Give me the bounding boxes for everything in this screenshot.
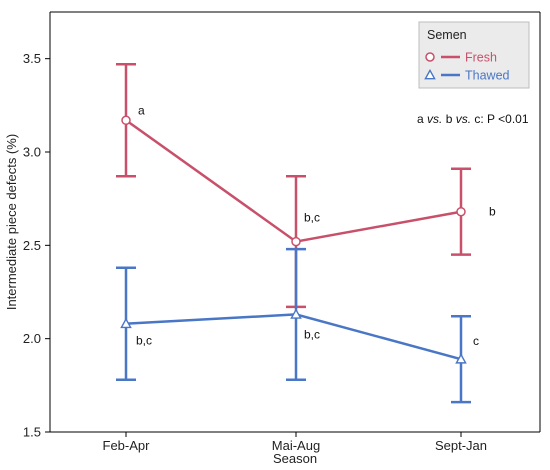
x-axis-label: Season (273, 451, 317, 466)
legend-title: Semen (427, 28, 467, 42)
y-tick-label: 2.5 (23, 238, 41, 253)
annotation-part: vs. (456, 112, 471, 126)
y-tick-label: 3.5 (23, 51, 41, 66)
legend: Semen Fresh Thawed (418, 21, 530, 89)
x-tick-label: Sept-Jan (435, 438, 487, 453)
data-point (120, 317, 132, 329)
series-thawed: b,c b,c c (116, 247, 479, 404)
y-tick-label: 2.0 (23, 331, 41, 346)
x-tick-label: Mai-Aug (272, 438, 320, 453)
y-tick-label: 1.5 (23, 425, 41, 440)
legend-label: Thawed (465, 69, 510, 83)
data-point-label: b,c (304, 327, 320, 341)
annotation-part: vs. (427, 112, 442, 126)
data-point-label: a (138, 103, 145, 117)
legend-marker (424, 68, 436, 80)
data-point (456, 206, 466, 217)
legend-box (418, 21, 530, 89)
annotation-part: b (442, 112, 455, 126)
data-point-label: b,c (304, 211, 320, 225)
data-point-label: b (489, 205, 496, 219)
data-point (290, 308, 302, 319)
series-line (125, 313, 462, 361)
legend-item-fresh: Fresh (425, 51, 497, 65)
series-line (125, 119, 462, 243)
data-point-label: c (473, 334, 479, 348)
legend-item-thawed: Thawed (424, 68, 510, 83)
data-point (291, 236, 301, 247)
legend-marker (425, 52, 435, 62)
y-axis-ticks: 1.5 2.0 2.5 3.0 3.5 (23, 51, 50, 440)
x-tick-label: Feb-Apr (103, 438, 151, 453)
legend-label: Fresh (465, 51, 497, 65)
annotation-part: a (417, 112, 427, 126)
y-axis-label: Intermediate piece defects (%) (4, 134, 19, 310)
data-point (455, 353, 467, 364)
data-point (121, 115, 131, 126)
annotation-part: c: P <0.01 (471, 112, 529, 126)
data-point-label: b,c (136, 334, 152, 348)
y-tick-label: 3.0 (23, 145, 41, 160)
plot-frame (49, 11, 541, 433)
series-layer: a b,c b b,c b,c c (116, 63, 496, 404)
legend-items: Fresh Thawed (424, 51, 510, 83)
x-axis-ticks: Feb-Apr Mai-Aug Sept-Jan (103, 432, 487, 453)
series-fresh: a b,c b (116, 63, 496, 309)
significance-annotation: a vs. b vs. c: P <0.01 (417, 112, 529, 126)
